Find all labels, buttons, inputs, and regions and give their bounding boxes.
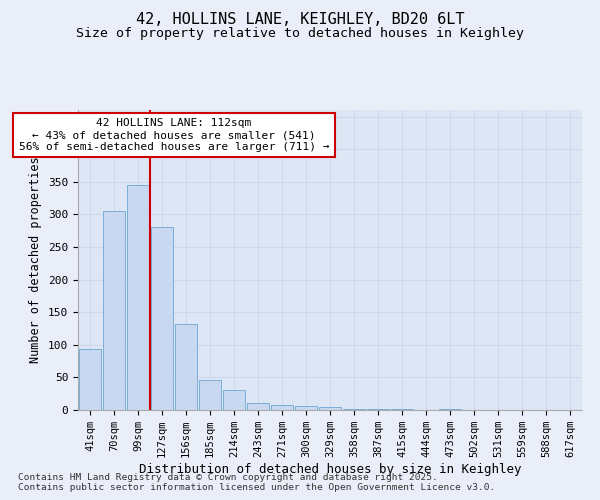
Bar [151, 228, 173, 410]
Bar [175, 324, 197, 410]
Bar [247, 403, 269, 410]
Bar [295, 406, 317, 410]
Text: 42, HOLLINS LANE, KEIGHLEY, BD20 6LT: 42, HOLLINS LANE, KEIGHLEY, BD20 6LT [136, 12, 464, 28]
Bar [79, 350, 101, 410]
X-axis label: Distribution of detached houses by size in Keighley: Distribution of detached houses by size … [139, 463, 521, 476]
Bar [343, 408, 365, 410]
Bar [127, 185, 149, 410]
Bar [271, 406, 293, 410]
Bar [103, 211, 125, 410]
Text: Contains HM Land Registry data © Crown copyright and database right 2025.
Contai: Contains HM Land Registry data © Crown c… [18, 473, 495, 492]
Bar [319, 406, 341, 410]
Bar [223, 390, 245, 410]
Y-axis label: Number of detached properties: Number of detached properties [29, 156, 43, 364]
Bar [367, 408, 389, 410]
Text: 42 HOLLINS LANE: 112sqm
← 43% of detached houses are smaller (541)
56% of semi-d: 42 HOLLINS LANE: 112sqm ← 43% of detache… [19, 118, 329, 152]
Text: Size of property relative to detached houses in Keighley: Size of property relative to detached ho… [76, 28, 524, 40]
Bar [439, 408, 461, 410]
Bar [199, 380, 221, 410]
